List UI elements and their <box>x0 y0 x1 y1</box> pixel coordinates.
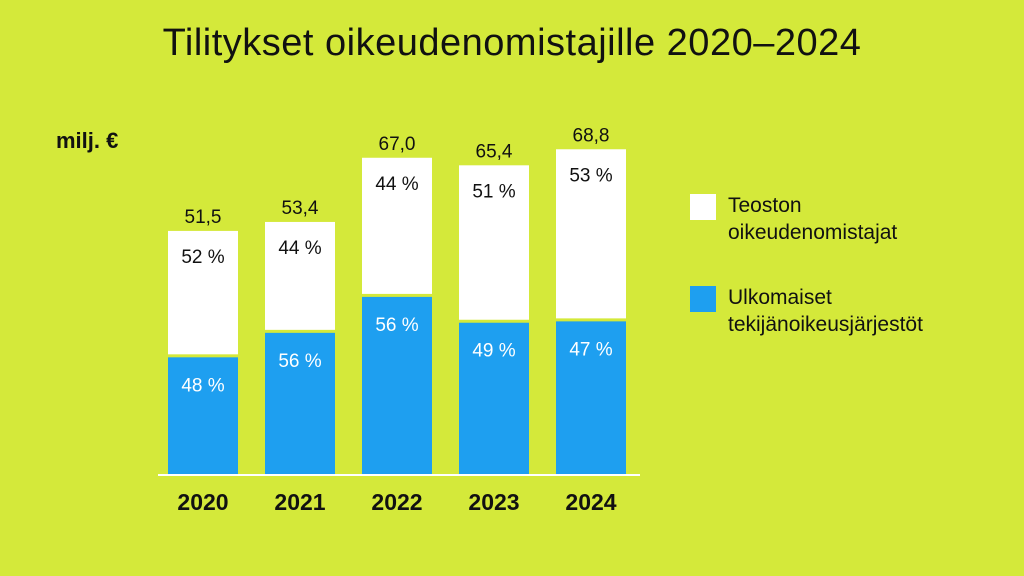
bar-pct-label-ulkomaiset-2024: 47 % <box>569 339 612 360</box>
chart-title: Tilitykset oikeudenomistajille 2020–2024 <box>162 22 862 64</box>
bar-total-label-2021: 53,4 <box>282 198 319 219</box>
x-tick-label-2020: 2020 <box>177 489 228 515</box>
bar-segment-teosto-2021 <box>265 221 335 330</box>
x-tick-label-2024: 2024 <box>565 489 616 515</box>
bar-segment-teosto-2024 <box>556 149 626 319</box>
legend-label-ulkomaiset: Ulkomaiset tekijänoikeusjärjestöt <box>728 286 923 336</box>
bar-total-label-2023: 65,4 <box>476 141 513 162</box>
x-tick-label-2021: 2021 <box>274 489 325 515</box>
legend-swatch-ulkomaiset <box>690 286 716 312</box>
unit-label: milj. € <box>56 128 119 153</box>
bar-segment-ulkomaiset-2023 <box>459 322 529 474</box>
legend-label-teosto: Teoston oikeudenomistajat <box>728 194 898 244</box>
bar-total-label-2022: 67,0 <box>379 134 416 155</box>
bar-pct-label-teosto-2020: 52 % <box>181 247 224 268</box>
bar-pct-label-ulkomaiset-2023: 49 % <box>472 341 515 362</box>
bar-pct-label-teosto-2023: 51 % <box>472 181 515 202</box>
legend-swatch-teosto <box>690 194 716 220</box>
bar-pct-label-teosto-2024: 53 % <box>569 165 612 186</box>
legend-item-teosto: Teoston oikeudenomistajat <box>690 192 923 246</box>
bar-total-label-2024: 68,8 <box>573 125 610 146</box>
bar-pct-label-ulkomaiset-2021: 56 % <box>278 351 321 372</box>
bar-pct-label-teosto-2021: 44 % <box>278 238 321 259</box>
bar-segment-teosto-2020 <box>168 230 238 355</box>
bar-pct-label-ulkomaiset-2022: 56 % <box>375 315 418 336</box>
bar-segment-ulkomaiset-2021 <box>265 332 335 474</box>
bar-segment-ulkomaiset-2022 <box>362 296 432 474</box>
x-tick-label-2023: 2023 <box>468 489 519 515</box>
bar-total-label-2020: 51,5 <box>185 207 222 228</box>
bar-segment-ulkomaiset-2024 <box>556 321 626 474</box>
chart-legend: Teoston oikeudenomistajat Ulkomaiset tek… <box>690 192 923 376</box>
bar-pct-label-teosto-2022: 44 % <box>375 174 418 195</box>
bar-segment-teosto-2022 <box>362 157 432 294</box>
bar-segment-ulkomaiset-2020 <box>168 357 238 474</box>
bar-pct-label-ulkomaiset-2020: 48 % <box>181 375 224 396</box>
legend-item-ulkomaiset: Ulkomaiset tekijänoikeusjärjestöt <box>690 284 923 338</box>
bar-segment-teosto-2023 <box>459 165 529 320</box>
x-tick-label-2022: 2022 <box>371 489 422 515</box>
